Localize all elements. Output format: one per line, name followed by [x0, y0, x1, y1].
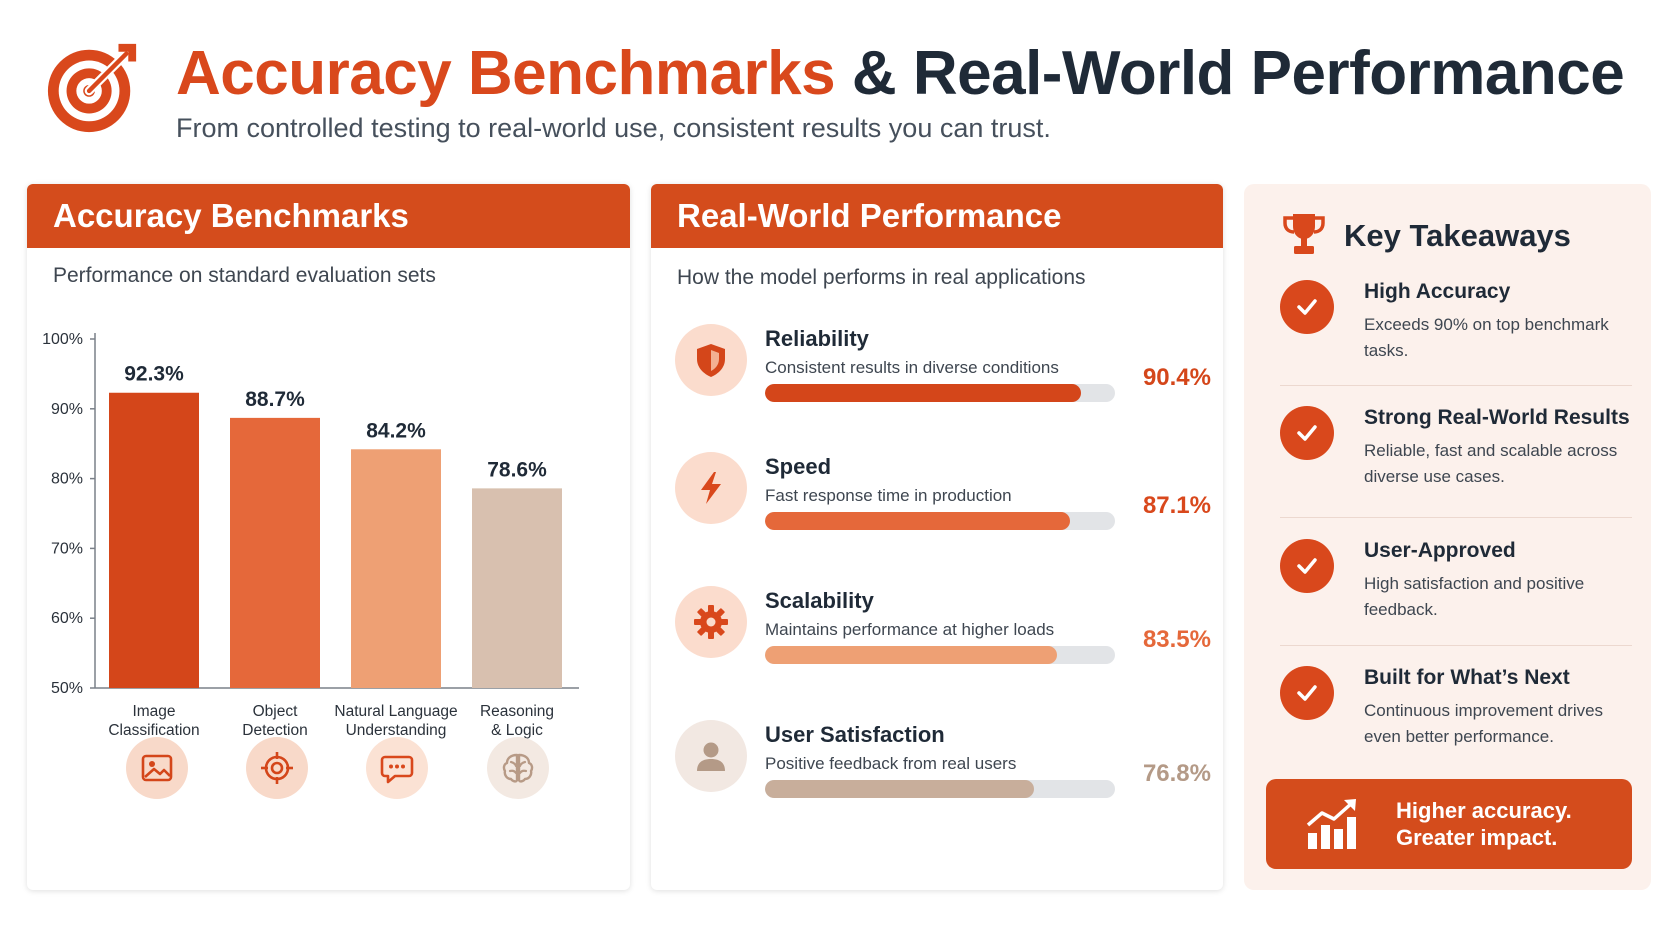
bar-2 — [230, 417, 320, 688]
takeaway-title: Built for What’s Next — [1364, 666, 1570, 689]
takeaway-desc: High satisfaction and positive feedback. — [1364, 574, 1585, 619]
progress-fill — [765, 780, 1034, 798]
metric-desc: Consistent results in diverse conditions — [765, 358, 1059, 377]
takeaway-desc: Continuous improvement drives even bette… — [1364, 701, 1604, 746]
check-icon — [1280, 539, 1334, 593]
lightning-icon — [675, 452, 747, 524]
page-subtitle: From controlled testing to real-world us… — [176, 113, 1051, 143]
progress-track — [765, 646, 1115, 664]
metric-title: User Satisfaction — [765, 722, 945, 747]
realworld-card: Real-World Performance How the model per… — [651, 184, 1223, 890]
bar-value-label: 84.2% — [366, 419, 426, 442]
benchmarks-subheading: Performance on standard evaluation sets — [53, 264, 436, 287]
metric-title: Speed — [765, 454, 832, 479]
bar-3 — [351, 449, 441, 688]
metric-value: 76.8% — [1142, 760, 1211, 787]
chat-icon — [366, 737, 428, 799]
bar-1 — [109, 392, 199, 688]
y-tick-label: 90% — [51, 401, 83, 418]
category-label: Understanding — [346, 722, 447, 739]
y-tick-label: 60% — [51, 610, 83, 627]
check-icon — [1280, 280, 1334, 334]
progress-track — [765, 384, 1115, 402]
bar-value-label: 92.3% — [124, 363, 184, 386]
metric-title: Scalability — [765, 588, 874, 613]
takeaway-desc: Reliable, fast and scalable across diver… — [1364, 441, 1618, 486]
metric-desc: Fast response time in production — [765, 486, 1012, 505]
banner-text: Higher accuracy. Greater impact. — [1396, 797, 1572, 851]
metric-row-scalability: Scalability Maintains performance at hig… — [673, 586, 1211, 696]
category-label: Natural Language — [334, 703, 457, 720]
progress-track — [765, 780, 1115, 798]
y-tick-label: 80% — [51, 471, 83, 488]
progress-fill — [765, 646, 1058, 664]
metric-row-reliability: Reliability Consistent results in divers… — [673, 324, 1211, 434]
metric-desc: Maintains performance at higher loads — [765, 620, 1055, 639]
metric-title: Reliability — [765, 326, 869, 351]
banner-line-1: Higher accuracy. — [1396, 798, 1572, 823]
benchmarks-heading: Accuracy Benchmarks — [27, 184, 630, 248]
y-tick-label: 70% — [51, 540, 83, 557]
metric-row-speed: Speed Fast response time in production 8… — [673, 452, 1211, 562]
category-label: Classification — [108, 722, 199, 739]
divider — [1280, 385, 1632, 386]
progress-fill — [765, 384, 1082, 402]
category-label: Reasoning — [480, 703, 554, 720]
check-icon — [1280, 406, 1334, 460]
category-label: Object — [253, 703, 298, 720]
takeaways-title: Key Takeaways — [1344, 218, 1571, 253]
takeaway-title: Strong Real-World Results — [1364, 406, 1630, 429]
brain-icon — [487, 737, 549, 799]
target-icon — [246, 737, 308, 799]
title-highlight: Accuracy Benchmarks — [176, 39, 836, 108]
shield-icon — [675, 324, 747, 396]
takeaway-title: User-Approved — [1364, 539, 1516, 562]
bar-value-label: 88.7% — [245, 388, 305, 411]
benchmarks-card: Accuracy Benchmarks Performance on stand… — [27, 184, 630, 890]
progress-track — [765, 512, 1115, 530]
gear-icon — [675, 586, 747, 658]
metric-value: 90.4% — [1142, 364, 1211, 391]
user-icon — [675, 720, 747, 792]
category-label: Image — [132, 703, 175, 720]
y-tick-label: 100% — [42, 331, 83, 348]
divider — [1280, 517, 1632, 518]
check-icon — [1280, 666, 1334, 720]
metric-desc: Positive feedback from real users — [765, 754, 1017, 773]
image-icon — [126, 737, 188, 799]
metric-value: 87.1% — [1142, 492, 1211, 519]
metric-value: 83.5% — [1142, 626, 1211, 653]
takeaway-title: High Accuracy — [1364, 280, 1511, 303]
title-rest: & Real-World Performance — [851, 39, 1625, 108]
banner-line-2: Greater impact. — [1396, 825, 1558, 850]
category-label: Detection — [242, 722, 307, 739]
impact-banner: Higher accuracy. Greater impact. — [1266, 779, 1632, 869]
realworld-heading: Real-World Performance — [651, 184, 1223, 248]
benchmark-bar-chart: 100% 90% 80% 70% 60% 50% 92.3% Image Classificat… — [42, 331, 579, 739]
takeaway-desc: Exceeds 90% on top benchmark tasks. — [1364, 315, 1609, 360]
trophy-icon — [1283, 214, 1325, 254]
bar-value-label: 78.6% — [487, 458, 547, 481]
y-tick-label: 50% — [51, 680, 83, 697]
realworld-subheading: How the model performs in real applicati… — [677, 266, 1086, 289]
page-header: Accuracy Benchmarks & Real-World Perform… — [44, 36, 1644, 146]
growth-chart-icon — [1306, 799, 1356, 849]
category-label: & Logic — [491, 722, 543, 739]
bar-4 — [472, 488, 562, 688]
takeaways-panel: Key Takeaways High Accuracy Exceeds 90% … — [1244, 184, 1651, 890]
progress-fill — [765, 512, 1070, 530]
metric-row-user-satisfaction: User Satisfaction Positive feedback from… — [673, 720, 1211, 830]
target-arrow-icon — [47, 43, 137, 133]
divider — [1280, 645, 1632, 646]
page-title: Accuracy Benchmarks & Real-World Perform… — [176, 38, 1625, 110]
